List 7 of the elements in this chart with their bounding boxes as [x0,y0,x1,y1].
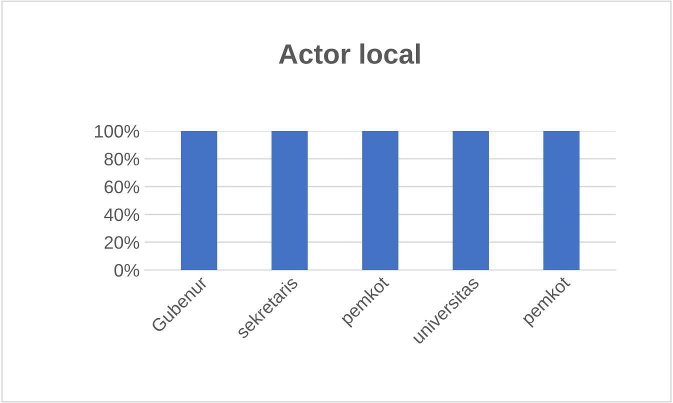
y-tick-label: 40% [104,208,140,222]
y-tick-label: 100% [95,124,140,138]
chart-title: Actor local [278,43,420,64]
y-tick-label: 80% [104,152,140,166]
y-tick-label: 20% [104,236,140,249]
y-tick-label: 60% [104,180,140,194]
y-tick-label: 0% [114,264,140,277]
